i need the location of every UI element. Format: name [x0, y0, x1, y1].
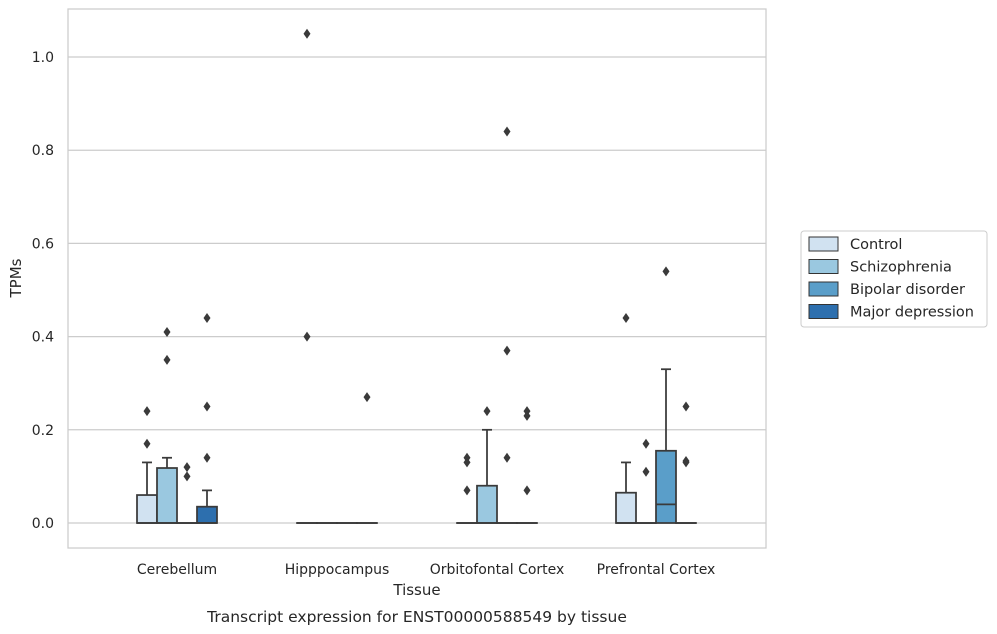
- outlier-point: [642, 438, 650, 449]
- legend-frame: [800, 230, 988, 328]
- outlier-point: [463, 485, 471, 496]
- y-tick-label: 0.2: [32, 423, 54, 439]
- outlier-point: [622, 312, 630, 323]
- outlier-point: [303, 28, 311, 39]
- y-tick-label: 0.0: [32, 516, 54, 532]
- x-axis-ticks: Cerebellum Hipppocampus Orbitofontal Corte…: [137, 562, 715, 578]
- plot-frame: [67, 8, 767, 549]
- legend-label: Bipolar disorder: [850, 282, 965, 298]
- y-tick-label: 0.4: [32, 330, 54, 346]
- chart-title: Transcript expression for ENST0000058854…: [206, 608, 627, 626]
- legend-swatch: [808, 259, 839, 274]
- y-tick-label: 0.6: [32, 236, 54, 252]
- outlier-point: [163, 354, 171, 365]
- y-axis-label: TPMs: [7, 258, 25, 298]
- box: [615, 491, 637, 524]
- legend-swatch: [808, 304, 839, 319]
- outlier-point: [363, 392, 371, 403]
- series-major-depression: [196, 312, 697, 524]
- outlier-point: [503, 126, 511, 137]
- outlier-point: [682, 456, 690, 467]
- x-tick-label: Cerebellum: [137, 562, 217, 578]
- outlier-point: [183, 471, 191, 482]
- outlier-point: [682, 401, 690, 412]
- outlier-point: [203, 452, 211, 463]
- outlier-point: [183, 462, 191, 473]
- y-axis-ticks: 0.0 0.2 0.4 0.6 0.8 1.0: [32, 50, 54, 532]
- outlier-point: [463, 452, 471, 463]
- series-control: [136, 28, 637, 524]
- outlier-point: [163, 326, 171, 337]
- legend-swatch: [808, 281, 839, 297]
- legend-label: Schizophrenia: [850, 260, 952, 276]
- x-tick-label: Prefrontal Cortex: [597, 562, 716, 578]
- x-tick-label: Orbitofontal Cortex: [430, 562, 565, 578]
- box: [156, 467, 178, 524]
- outlier-point: [523, 406, 531, 417]
- y-tick-label: 0.8: [32, 143, 54, 159]
- box-plot-series: [136, 28, 697, 524]
- outlier-point: [143, 406, 151, 417]
- outlier-point: [203, 401, 211, 412]
- x-tick-label: Hipppocampus: [285, 562, 390, 578]
- legend-swatch: [808, 236, 839, 252]
- series-schizophrenia: [156, 326, 657, 524]
- outlier-point: [483, 406, 491, 417]
- outlier-point: [503, 345, 511, 356]
- box: [655, 449, 677, 524]
- box: [476, 484, 498, 524]
- outlier-point: [503, 452, 511, 463]
- series-bipolar-disorder: [176, 126, 677, 524]
- legend-label: Major depression: [850, 305, 974, 321]
- legend-label: Control: [850, 237, 902, 253]
- box: [136, 494, 158, 524]
- y-tick-label: 1.0: [32, 50, 54, 66]
- legend: Control Schizophrenia Bipolar disorder Majo…: [800, 230, 988, 328]
- outlier-point: [303, 331, 311, 342]
- x-axis-label: Tissue: [392, 581, 440, 599]
- outlier-point: [143, 438, 151, 449]
- outlier-point: [203, 312, 211, 323]
- outlier-point: [642, 466, 650, 477]
- outlier-point: [662, 266, 670, 277]
- box: [196, 505, 218, 524]
- outlier-point: [523, 485, 531, 496]
